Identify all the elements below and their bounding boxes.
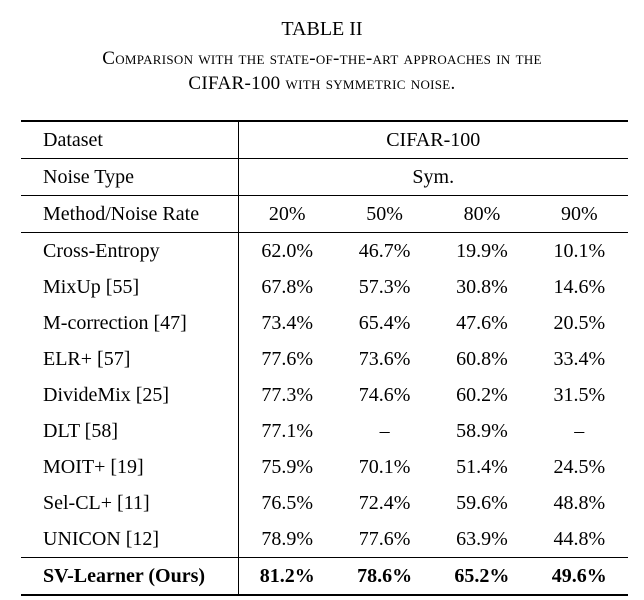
- accuracy-cell: 47.6%: [456, 311, 508, 334]
- accuracy-cell: 57.3%: [358, 275, 411, 298]
- accuracy-cell: 67.8%: [261, 275, 314, 298]
- accuracy-cell: 62.0%: [261, 239, 314, 262]
- accuracy-cell: 78.6%: [335, 557, 434, 596]
- accuracy-cell: 75.9%: [261, 455, 314, 478]
- rate-header: 90%: [530, 195, 628, 233]
- method-name: Cross-Entropy: [21, 232, 239, 269]
- accuracy-cell: 20.5%: [553, 311, 606, 334]
- accuracy-cell: –: [574, 419, 585, 442]
- accuracy-cell: 33.4%: [553, 347, 606, 370]
- accuracy-cell: 44.8%: [530, 521, 628, 558]
- accuracy-cell: 65.2%: [433, 557, 531, 596]
- accuracy-cell: 78.9%: [238, 521, 336, 558]
- header-row-noise-rate: Method/Noise Rate 20% 50% 80% 90%: [21, 195, 628, 233]
- accuracy-cell: 74.6%: [358, 383, 411, 406]
- table-caption-line-2: CIFAR-100 with symmetric noise.: [188, 73, 456, 94]
- table-row-ours: SV-Learner (Ours) 81.2% 78.6% 65.2% 49.6…: [21, 557, 628, 596]
- method-name: M-correction [47]: [21, 305, 239, 341]
- noise-type-value: Sym.: [238, 158, 628, 196]
- table-row: DLT [58] 77.1% – 58.9% –: [21, 413, 628, 449]
- results-table: Dataset CIFAR-100 Noise Type Sym. Method…: [21, 120, 628, 596]
- accuracy-cell: 59.6%: [456, 491, 508, 514]
- rate-header: 80%: [433, 195, 531, 233]
- method-name: MOIT+ [19]: [21, 449, 239, 485]
- dataset-value: CIFAR-100: [238, 120, 628, 159]
- accuracy-cell: 63.9%: [433, 521, 531, 558]
- method-name: MixUp [55]: [21, 269, 239, 305]
- accuracy-cell: 77.6%: [261, 347, 314, 370]
- method-name: ELR+ [57]: [21, 341, 239, 377]
- accuracy-cell: 58.9%: [456, 419, 508, 442]
- table-row: DivideMix [25] 77.3% 74.6% 60.2% 31.5%: [21, 377, 628, 413]
- accuracy-cell: 31.5%: [553, 383, 606, 406]
- header-row-dataset: Dataset CIFAR-100: [21, 120, 628, 159]
- dataset-label: Dataset: [21, 120, 239, 159]
- table-caption-line-1: Comparison with the state-of-the-art app…: [102, 48, 542, 69]
- accuracy-cell: 77.3%: [261, 383, 314, 406]
- table-row: MixUp [55] 67.8% 57.3% 30.8% 14.6%: [21, 269, 628, 305]
- accuracy-cell: 73.6%: [358, 347, 411, 370]
- accuracy-cell: 19.9%: [456, 239, 508, 262]
- accuracy-cell: 77.6%: [335, 521, 434, 558]
- accuracy-cell: 14.6%: [553, 275, 606, 298]
- accuracy-cell: 60.2%: [456, 383, 508, 406]
- accuracy-cell: 30.8%: [456, 275, 508, 298]
- method-name: UNICON [12]: [21, 521, 239, 558]
- method-name: Sel-CL+ [11]: [21, 485, 239, 521]
- accuracy-cell: 73.4%: [261, 311, 314, 334]
- table-row: M-correction [47] 73.4% 65.4% 47.6% 20.5…: [21, 305, 628, 341]
- accuracy-cell: –: [379, 419, 390, 442]
- table-row: Cross-Entropy 62.0% 46.7% 19.9% 10.1%: [21, 232, 628, 269]
- accuracy-cell: 51.4%: [456, 455, 508, 478]
- accuracy-cell: 72.4%: [358, 491, 411, 514]
- accuracy-cell: 49.6%: [530, 557, 628, 596]
- accuracy-cell: 60.8%: [456, 347, 508, 370]
- rate-header: 20%: [238, 195, 336, 233]
- method-name: DivideMix [25]: [21, 377, 239, 413]
- noise-type-label: Noise Type: [21, 158, 239, 196]
- noise-rate-label: Method/Noise Rate: [21, 195, 239, 233]
- table-row: UNICON [12] 78.9% 77.6% 63.9% 44.8%: [21, 521, 628, 558]
- accuracy-cell: 48.8%: [553, 491, 606, 514]
- table-caption: Comparison with the state-of-the-art app…: [0, 46, 644, 96]
- method-name: DLT [58]: [21, 413, 239, 449]
- rate-header: 50%: [335, 195, 434, 233]
- table-row: ELR+ [57] 77.6% 73.6% 60.8% 33.4%: [21, 341, 628, 377]
- table-label: TABLE II: [281, 18, 363, 40]
- accuracy-cell: 65.4%: [358, 311, 411, 334]
- accuracy-cell: 77.1%: [261, 419, 314, 442]
- accuracy-cell: 10.1%: [553, 239, 606, 262]
- accuracy-cell: 46.7%: [358, 239, 411, 262]
- header-row-noise-type: Noise Type Sym.: [21, 158, 628, 196]
- accuracy-cell: 76.5%: [261, 491, 314, 514]
- table-row: Sel-CL+ [11] 76.5% 72.4% 59.6% 48.8%: [21, 485, 628, 521]
- accuracy-cell: 81.2%: [238, 557, 336, 596]
- table-row: MOIT+ [19] 75.9% 70.1% 51.4% 24.5%: [21, 449, 628, 485]
- accuracy-cell: 70.1%: [358, 455, 411, 478]
- accuracy-cell: 24.5%: [553, 455, 606, 478]
- method-name: SV-Learner (Ours): [21, 557, 239, 596]
